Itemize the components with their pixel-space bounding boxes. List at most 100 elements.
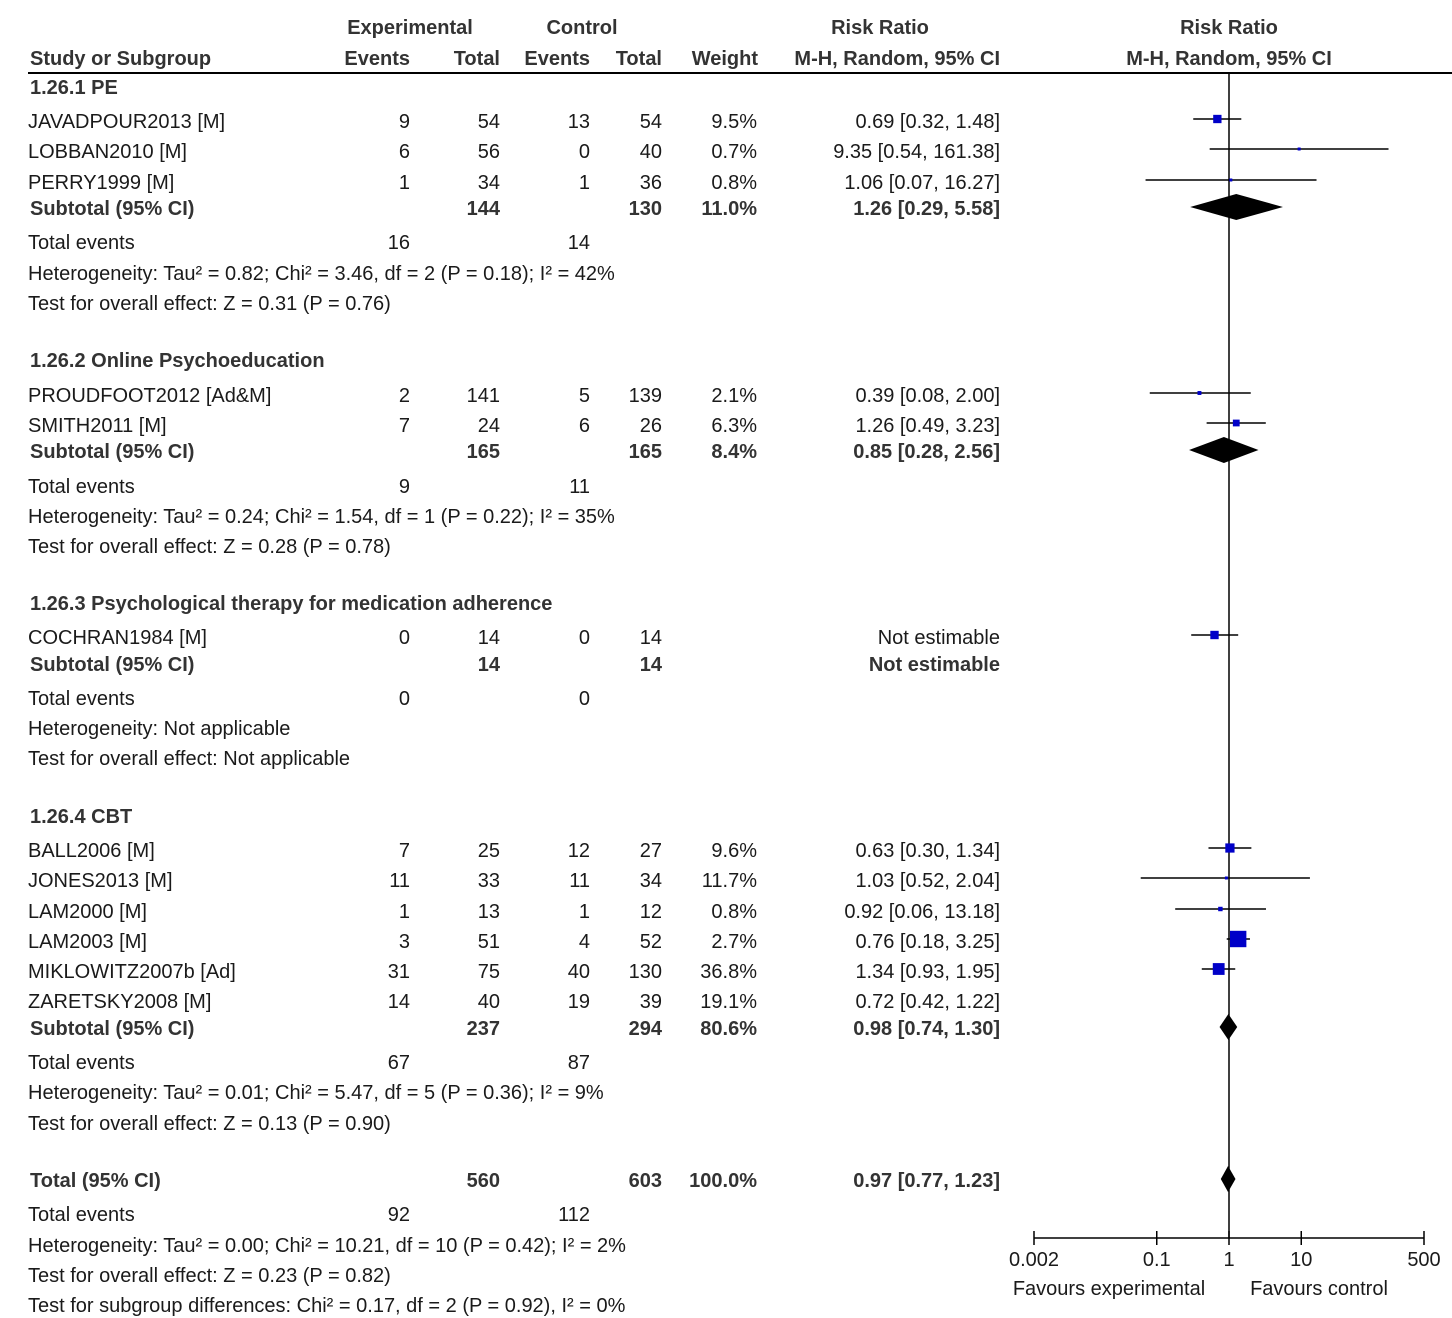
exp-events: 9 (398, 111, 410, 133)
subtotal-ci: 0.85 [0.28, 2.56] (853, 441, 1000, 463)
study-name: PROUDFOOT2012 [Ad&M] (28, 385, 272, 407)
header-exp-events: Events (344, 48, 410, 70)
study-point (1210, 630, 1219, 640)
header-control: Control (546, 17, 618, 39)
total-events-exp: 92 (387, 1204, 410, 1226)
exp-events: 1 (398, 172, 410, 194)
header-experimental: Experimental (347, 17, 473, 39)
ctl-events: 11 (569, 870, 590, 892)
exp-total: 40 (477, 991, 500, 1013)
exp-events: 11 (389, 870, 410, 892)
study-ci: 0.63 [0.30, 1.34] (855, 840, 1000, 862)
ctl-total: 52 (639, 931, 662, 953)
study-name: BALL2006 [M] (28, 840, 155, 862)
ctl-events: 1 (578, 172, 590, 194)
total-events-label: Total events (28, 476, 135, 498)
overall-effect: Test for overall effect: Z = 0.13 (P = 0… (28, 1113, 391, 1135)
study-ci: 1.06 [0.07, 16.27] (844, 172, 1000, 194)
study-point (1212, 963, 1225, 975)
subgroup-differences: Test for subgroup differences: Chi² = 0.… (28, 1295, 626, 1317)
subtotal-exp-total: 14 (477, 654, 500, 676)
summary-diamond (1219, 1014, 1238, 1040)
study-ci: 0.72 [0.42, 1.22] (855, 991, 1000, 1013)
summary-diamond (1220, 1166, 1236, 1192)
heterogeneity: Heterogeneity: Not applicable (28, 718, 291, 740)
study-name: MIKLOWITZ2007b [Ad] (28, 961, 236, 983)
header-weight: Weight (691, 48, 758, 70)
ctl-total: 26 (639, 415, 662, 437)
subtotal-label: Subtotal (95% CI) (30, 441, 195, 463)
x-tick-label: 10 (1290, 1249, 1312, 1271)
study-point (1229, 930, 1247, 948)
subtotal-ci: 0.98 [0.74, 1.30] (853, 1018, 1000, 1040)
study-weight: 2.1% (711, 385, 757, 407)
total-events-exp: 67 (387, 1052, 410, 1074)
total-weight: 100.0% (689, 1170, 757, 1192)
total-events-label: Total events (28, 688, 135, 710)
subtotal-ctl-total: 14 (639, 654, 662, 676)
subtotal-exp-total: 237 (466, 1018, 500, 1040)
subtotal-ctl-total: 165 (628, 441, 662, 463)
study-weight: 0.7% (711, 141, 757, 163)
total-events-exp: 16 (387, 232, 410, 254)
ctl-total: 139 (628, 385, 662, 407)
study-weight: 9.6% (711, 840, 757, 862)
study-ci: 9.35 [0.54, 161.38] (833, 141, 1000, 163)
ctl-total: 14 (639, 627, 662, 649)
study-point (1213, 114, 1222, 124)
total-events-ctl: 0 (578, 688, 590, 710)
x-tick-label: 0.002 (1009, 1249, 1059, 1271)
subtotal-weight: 8.4% (711, 441, 757, 463)
total-events-label: Total events (28, 232, 135, 254)
x-tick-label: 1 (1223, 1249, 1234, 1271)
subtotal-label: Subtotal (95% CI) (30, 654, 195, 676)
exp-total: 75 (477, 961, 500, 983)
header-exp-total: Total (453, 48, 500, 70)
header-risk-ratio-right: Risk Ratio (1180, 17, 1278, 39)
exp-total: 25 (477, 840, 500, 862)
subtotal-exp-total: 165 (466, 441, 500, 463)
overall-effect: Test for overall effect: Not applicable (28, 748, 351, 770)
study-ci: 1.26 [0.49, 3.23] (855, 415, 1000, 437)
header-method-right: M-H, Random, 95% CI (1126, 48, 1332, 70)
ctl-total: 12 (639, 901, 662, 923)
x-tick-label: 500 (1407, 1249, 1440, 1271)
ctl-events: 40 (567, 961, 590, 983)
study-ci: Not estimable (877, 627, 1000, 649)
ctl-total: 36 (639, 172, 662, 194)
study-weight: 19.1% (700, 991, 757, 1013)
subgroup-title: 1.26.1 PE (30, 77, 118, 99)
total-events-ctl: 87 (567, 1052, 590, 1074)
ctl-total: 39 (639, 991, 662, 1013)
total-exp-total: 560 (466, 1170, 500, 1192)
header-risk-ratio-left: Risk Ratio (831, 17, 929, 39)
total-label: Total (95% CI) (30, 1170, 161, 1192)
exp-total: 54 (477, 111, 500, 133)
study-weight: 0.8% (711, 901, 757, 923)
subgroup-title: 1.26.3 Psychological therapy for medicat… (30, 593, 553, 615)
study-point (1225, 843, 1235, 853)
exp-events: 14 (387, 991, 410, 1013)
overall-effect: Test for overall effect: Z = 0.31 (P = 0… (28, 293, 391, 315)
study-weight: 0.8% (711, 172, 757, 194)
favours-experimental-label: Favours experimental (1013, 1278, 1205, 1300)
exp-events: 1 (398, 901, 410, 923)
summary-diamond (1189, 437, 1259, 463)
study-weight: 6.3% (711, 415, 757, 437)
ctl-events: 0 (578, 141, 590, 163)
study-name: ZARETSKY2008 [M] (28, 991, 212, 1013)
header-method-left: M-H, Random, 95% CI (794, 48, 1000, 70)
exp-events: 2 (398, 385, 410, 407)
ctl-events: 0 (578, 627, 590, 649)
header-rule (28, 72, 1452, 74)
study-name: COCHRAN1984 [M] (28, 627, 207, 649)
study-point (1229, 178, 1233, 182)
heterogeneity: Heterogeneity: Tau² = 0.82; Chi² = 3.46,… (28, 263, 615, 285)
subtotal-ci: 1.26 [0.29, 5.58] (853, 198, 1000, 220)
header-study: Study or Subgroup (30, 48, 212, 70)
ctl-total: 54 (639, 111, 662, 133)
subtotal-label: Subtotal (95% CI) (30, 1018, 195, 1040)
heterogeneity: Heterogeneity: Tau² = 0.24; Chi² = 1.54,… (28, 506, 615, 528)
exp-total: 33 (477, 870, 500, 892)
